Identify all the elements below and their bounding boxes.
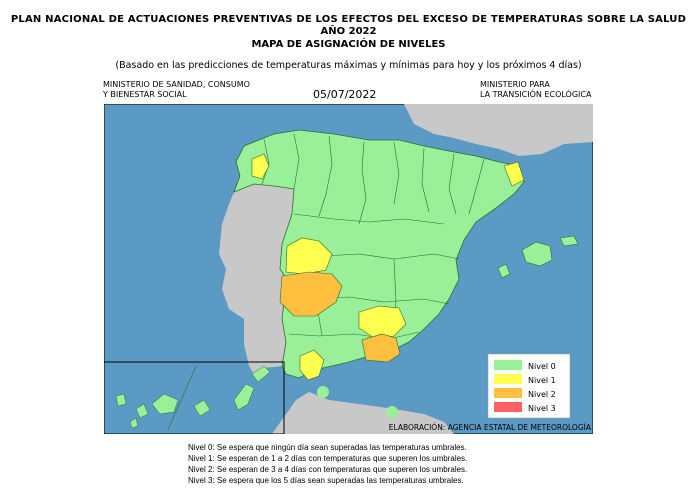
portugal-land (219, 184, 294, 374)
island-mallorca (521, 241, 553, 267)
legend-label-nivel1: Nivel 1 (528, 376, 556, 385)
legend-label-nivel2: Nivel 2 (528, 390, 556, 399)
map-subtitle: MAPA DE ASIGNACIÓN DE NIVELES (251, 39, 446, 50)
legend-swatch-nivel3 (494, 402, 522, 412)
zone-nivel1-ourense (251, 153, 270, 180)
morocco-land (272, 392, 454, 434)
level-footnotes: Nivel 0: Se espera que ningún día sean s… (188, 442, 467, 486)
legend-swatch-nivel1 (494, 374, 522, 384)
zone-nivel2-granada (361, 333, 401, 363)
ministry-ecology-line2: LA TRANSICIÓN ECOLÓGICA (480, 90, 592, 99)
island-fuerteventura (233, 383, 255, 411)
zone-nivel1-jaen (358, 305, 407, 339)
ministry-ecology-line1: MINISTERIO PARA (480, 80, 550, 89)
year-label: AÑO 2022 (320, 26, 377, 37)
footnote-nivel0: Nivel 0: Se espera que ningún día sean s… (188, 443, 467, 452)
page-title: PLAN NACIONAL DE ACTUACIONES PREVENTIVAS… (10, 14, 687, 25)
spain-heat-map: Nivel 0 Nivel 1 Nivel 2 Nivel 3 ELABORACIÓN… (103, 103, 594, 435)
island-lanzarote (251, 365, 271, 383)
ceuta (317, 386, 329, 398)
footnote-nivel3: Nivel 3: Se espera que los 5 días sean s… (188, 476, 464, 485)
ministry-health: MINISTERIO DE SANIDAD, CONSUMO Y BIENEST… (103, 80, 250, 100)
island-la-gomera (135, 403, 149, 419)
island-ibiza (497, 263, 511, 279)
legend-label-nivel3: Nivel 3 (528, 404, 556, 413)
island-el-hierro (129, 417, 139, 429)
ministry-health-line2: Y BIENESTAR SOCIAL (103, 90, 187, 99)
island-menorca (559, 235, 579, 247)
zone-nivel1-caceres (285, 237, 333, 275)
map-panel: Nivel 0 Nivel 1 Nivel 2 Nivel 3 ELABORACIÓN… (103, 103, 594, 435)
footnote-nivel1: Nivel 1: Se esperan de 1 a 2 días con te… (188, 454, 468, 463)
zone-nivel1-girona (503, 161, 525, 187)
ministry-health-line1: MINISTERIO DE SANIDAD, CONSUMO (103, 80, 250, 89)
ministry-ecology: MINISTERIO PARA LA TRANSICIÓN ECOLÓGICA (480, 80, 591, 100)
footnote-nivel2: Nivel 2: Se esperan de 3 a 4 días con te… (188, 465, 468, 474)
legend-label-nivel0: Nivel 0 (528, 362, 556, 371)
zone-nivel2-badajoz (279, 271, 343, 317)
map-credit: ELABORACIÓN: AGENCIA ESTATAL DE METEOROL… (389, 423, 592, 432)
legend-swatch-nivel2 (494, 388, 522, 398)
legend-swatch-nivel0 (494, 360, 522, 370)
island-tenerife (151, 393, 179, 415)
canary-islands (115, 365, 271, 429)
island-la-palma (115, 393, 127, 407)
france-land (404, 104, 593, 156)
melilla (386, 406, 398, 418)
canary-divider (167, 365, 197, 431)
prediction-note: (Basado en las predicciones de temperatu… (115, 60, 582, 71)
zone-nivel1-cadiz (299, 349, 325, 381)
island-gran-canaria (193, 399, 211, 417)
map-legend: Nivel 0 Nivel 1 Nivel 2 Nivel 3 (487, 353, 571, 419)
forecast-date: 05/07/2022 (313, 88, 377, 101)
